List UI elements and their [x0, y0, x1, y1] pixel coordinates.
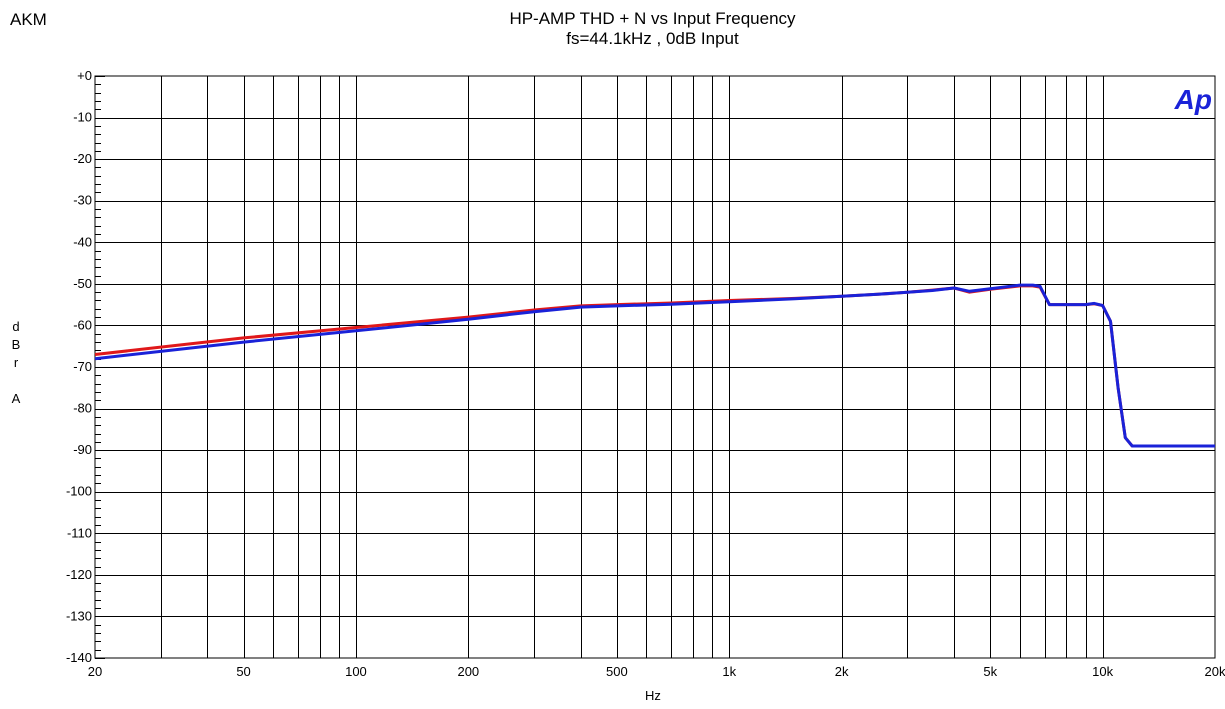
x-tick-label: 2k — [835, 664, 849, 679]
y-tick-label: -110 — [67, 525, 92, 540]
ap-logo: Ap — [1174, 84, 1212, 115]
x-tick-label: 20k — [1205, 664, 1225, 679]
company-label: AKM — [10, 10, 47, 29]
x-axis-ticks: 20 50 100 200 500 1k 2k 5k 10k 20k — [88, 664, 1225, 679]
y-tick-label: -10 — [73, 110, 92, 125]
y-tick-label: -140 — [66, 650, 92, 665]
y-tick-label: -40 — [73, 234, 92, 249]
y-axis-label-char: B — [11, 337, 21, 352]
y-axis-label-char — [10, 372, 22, 390]
x-tick-label: 100 — [345, 664, 367, 679]
x-axis-label: Hz — [645, 688, 661, 703]
chart-title: HP-AMP THD + N vs Input Frequency — [509, 9, 796, 28]
y-tick-label: -130 — [66, 608, 92, 623]
y-axis-ticks: +0 -10 -20 -30 -40 -50 -60 -70 -80 -90 -100 -110 -12… — [66, 68, 105, 665]
y-axis-label-char: A — [11, 391, 21, 406]
y-tick-label: -60 — [73, 317, 92, 332]
x-tick-label: 50 — [236, 664, 250, 679]
y-axis-label: d B r A — [10, 318, 22, 408]
chart-title-block: HP-AMP THD + N vs Input Frequency fs=44.… — [0, 9, 1225, 49]
y-tick-label: -120 — [66, 567, 92, 582]
y-tick-label: -50 — [73, 276, 92, 291]
grid-lines — [95, 76, 1215, 658]
y-tick-label: +0 — [77, 68, 92, 83]
x-tick-label: 200 — [457, 664, 479, 679]
y-axis-label-char: d — [12, 319, 20, 334]
y-tick-label: -70 — [73, 359, 92, 374]
x-tick-label: 1k — [722, 664, 736, 679]
data-series — [94, 283, 1215, 448]
y-axis-label-char: r — [13, 355, 19, 370]
y-tick-label: -30 — [73, 193, 92, 208]
y-tick-label: -90 — [73, 442, 92, 457]
x-tick-label: 500 — [606, 664, 628, 679]
chart-subtitle: fs=44.1kHz , 0dB Input — [566, 29, 739, 48]
y-tick-label: -20 — [73, 151, 92, 166]
series-blue-line — [94, 283, 1215, 448]
y-tick-label: -80 — [73, 401, 92, 416]
x-tick-label: 20 — [88, 664, 102, 679]
x-tick-label: 5k — [983, 664, 997, 679]
y-tick-label: -100 — [66, 484, 92, 499]
x-tick-label: 10k — [1092, 664, 1113, 679]
